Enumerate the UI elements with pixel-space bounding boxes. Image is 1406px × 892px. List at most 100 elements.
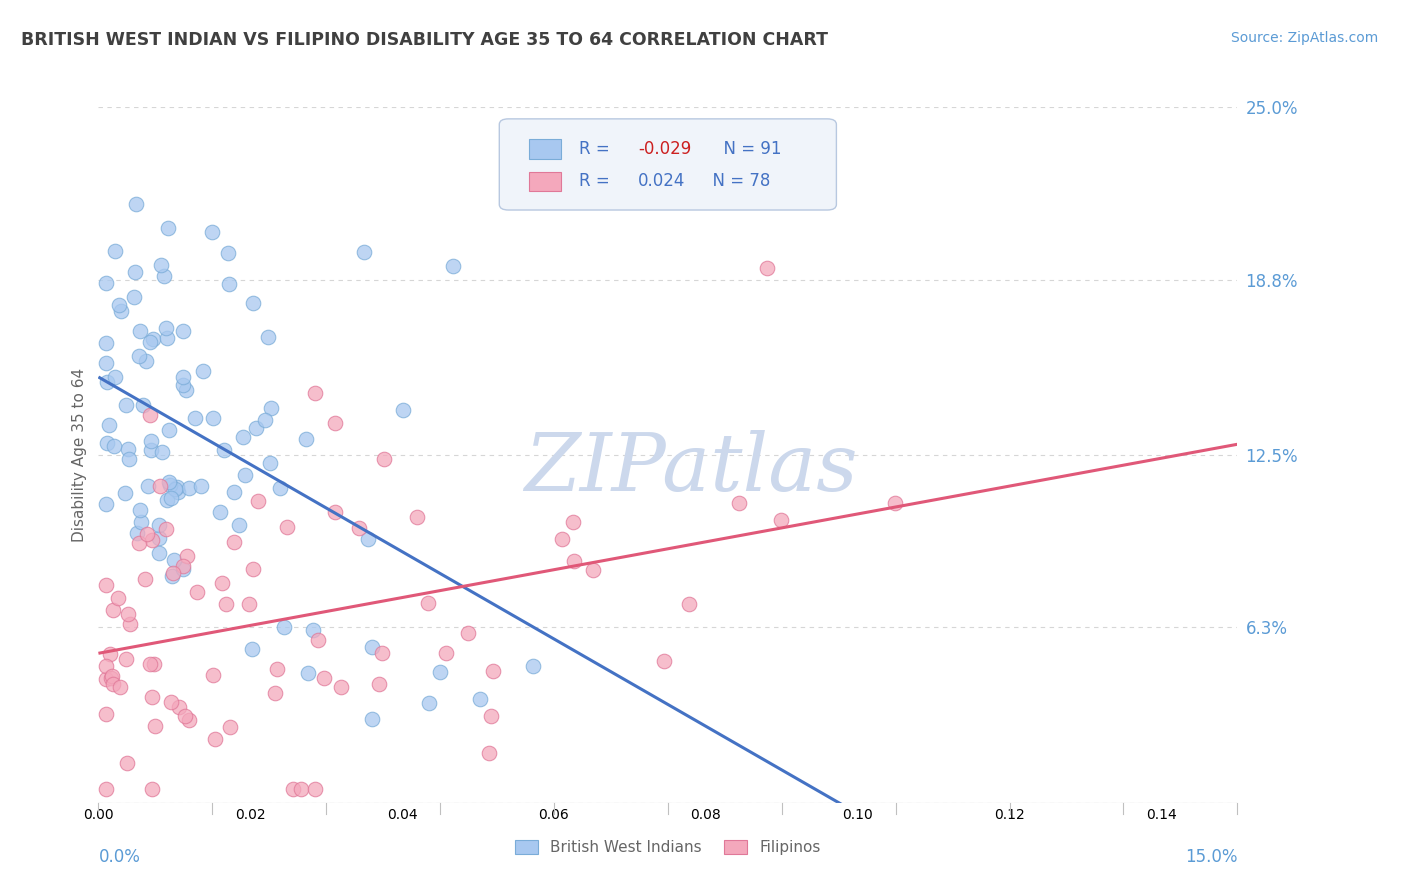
Point [129,503,152,517]
Point [257,330,280,344]
Point [191,364,214,378]
Point [357,532,380,546]
Point [441,259,464,273]
Point [302,623,325,637]
Point [134,572,156,586]
Point [429,665,451,680]
Point [307,633,329,648]
Point [273,620,295,634]
Point [263,686,285,700]
Point [160,491,183,505]
Point [457,625,479,640]
Point [163,553,186,567]
Point [215,598,238,612]
Text: R =: R = [579,172,620,191]
Point [217,245,239,260]
Point [361,712,384,726]
Point [202,668,225,682]
Point [124,265,146,279]
Text: -0.029: -0.029 [638,140,692,158]
Text: 0.0%: 0.0% [98,848,141,866]
Point [103,439,125,453]
Point [314,671,336,685]
Point [150,444,173,458]
Point [176,549,198,564]
Point [468,691,491,706]
Point [136,479,159,493]
Point [373,452,395,467]
Point [330,680,353,694]
Point [211,576,233,591]
Point [128,349,150,363]
Point [156,331,179,345]
Point [155,321,177,335]
Point [131,515,153,529]
Point [418,596,440,610]
Point [186,585,208,599]
Point [149,258,172,272]
Point [94,497,117,511]
Point [581,563,603,577]
Point [678,597,700,611]
Text: 15.0%: 15.0% [1185,848,1237,866]
Point [479,708,502,723]
Point [172,324,194,338]
Point [184,411,207,425]
Point [114,486,136,500]
Point [96,335,118,350]
FancyBboxPatch shape [529,172,561,191]
Point [360,640,382,654]
Point [245,421,267,435]
Point [218,720,240,734]
Point [162,566,184,580]
Point [155,522,177,536]
Point [108,680,131,694]
Text: N = 91: N = 91 [713,140,782,158]
Point [139,434,162,449]
Point [214,443,236,458]
Text: 0.024: 0.024 [638,172,686,191]
Point [242,295,264,310]
Point [139,408,162,422]
Point [143,719,166,733]
Point [204,732,226,747]
Point [353,244,375,259]
Point [136,527,159,541]
Point [323,505,346,519]
Point [297,666,319,681]
Point [141,690,163,704]
Point [107,591,129,605]
Point [304,781,326,796]
Point [132,398,155,412]
Point [434,646,457,660]
Point [652,654,675,668]
Point [551,532,574,546]
Text: ZIPatlas: ZIPatlas [524,430,858,508]
Point [418,696,440,710]
Point [135,354,157,368]
Point [156,493,179,508]
Point [242,562,264,576]
Point [260,401,283,415]
Point [266,662,288,676]
Point [114,398,136,412]
Point [165,482,187,496]
Point [368,677,391,691]
Point [561,515,583,529]
Point [190,478,212,492]
Point [201,410,224,425]
Point [127,526,149,541]
Point [727,496,749,510]
Point [222,485,245,500]
Point [122,290,145,304]
Point [153,269,176,284]
Point [173,709,195,723]
Y-axis label: Disability Age 35 to 64: Disability Age 35 to 64 [72,368,87,542]
FancyBboxPatch shape [499,119,837,210]
Point [478,746,501,760]
Point [177,481,200,495]
Point [240,641,263,656]
Point [405,510,427,524]
Point [139,657,162,672]
Text: BRITISH WEST INDIAN VS FILIPINO DISABILITY AGE 35 TO 64 CORRELATION CHART: BRITISH WEST INDIAN VS FILIPINO DISABILI… [21,31,828,49]
